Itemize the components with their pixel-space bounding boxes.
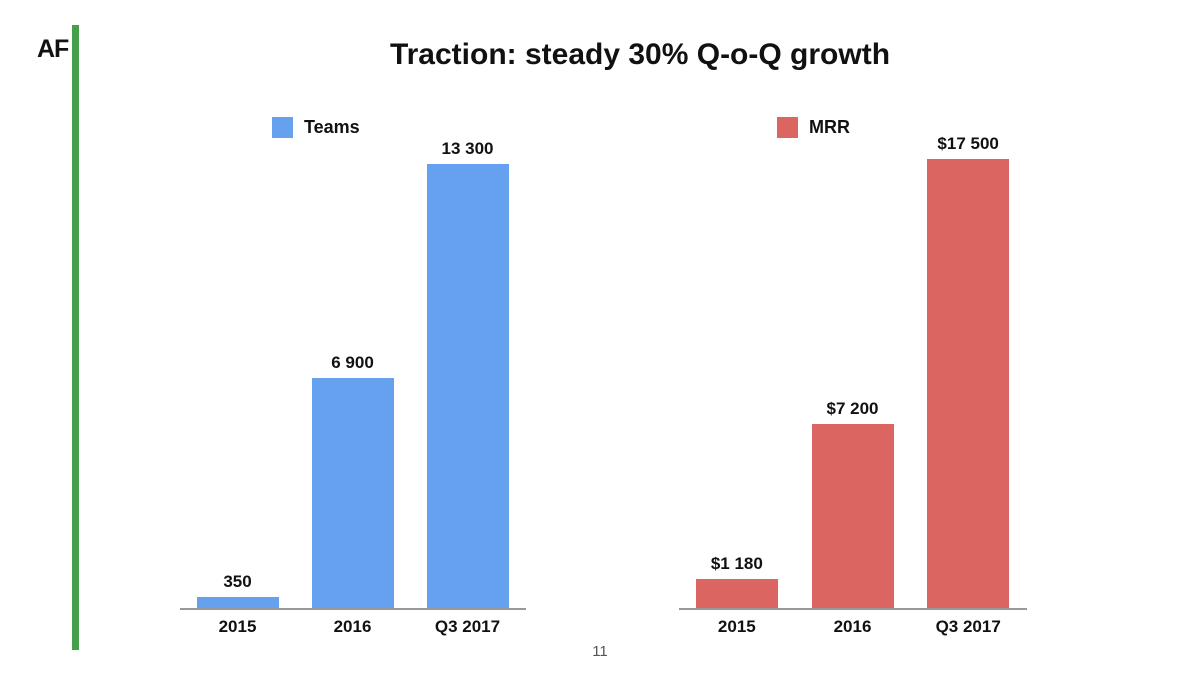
bar-value-label-teams-2016: 6 900: [331, 353, 374, 373]
accent-bar: [72, 25, 79, 650]
bar-value-label-teams-q3-2017: 13 300: [441, 139, 494, 158]
company-logo: AF: [37, 35, 69, 63]
bar-value-label-mrr-2015: $1 180: [710, 553, 763, 573]
bar-value-label-teams-2015: 350: [223, 572, 252, 592]
teams-chart-plot-area: 350 6 900 13 300: [180, 139, 525, 609]
bar-q3-2017-mrr: [927, 159, 1010, 609]
bar-2015-mrr: [695, 578, 778, 609]
mrr-chart-plot-area: $1 180 $7 200 $17 500: [679, 134, 1026, 609]
bar-2016-mrr: [811, 423, 894, 609]
mrr-chart-x-axis: [679, 608, 1027, 610]
x-axis-label-teams-2015: 2015: [218, 617, 257, 636]
page-number: 11: [592, 643, 608, 660]
teams-legend-label: Teams: [304, 116, 360, 137]
bar-value-label-mrr-2016: $7 200: [826, 398, 879, 418]
x-axis-label-mrr-2016: 2016: [833, 617, 872, 636]
mrr-chart-x-labels: 2015 2016 Q3 2017: [679, 617, 1026, 637]
bar-value-label-mrr-q3-2017: $17 500: [937, 134, 999, 153]
x-axis-label-teams-q3-2017: Q3 2017: [434, 617, 501, 636]
slide-title: Traction: steady 30% Q-o-Q growth: [389, 38, 891, 71]
bar-2016-teams: [311, 378, 394, 609]
teams-legend: Teams: [272, 116, 360, 138]
mrr-legend-swatch: [777, 116, 798, 138]
bar-q3-2017-teams: [426, 164, 509, 609]
x-axis-label-teams-2016: 2016: [333, 617, 372, 636]
x-axis-label-mrr-2015: 2015: [717, 617, 756, 636]
bar-2015-teams: [196, 597, 279, 609]
mrr-legend: MRR: [777, 116, 850, 138]
teams-chart-x-axis: [180, 608, 526, 610]
x-axis-label-mrr-q3-2017: Q3 2017: [935, 617, 1001, 636]
mrr-legend-label: MRR: [809, 116, 850, 137]
teams-legend-swatch: [272, 116, 293, 138]
teams-chart-x-labels: 2015 2016 Q3 2017: [180, 617, 525, 637]
